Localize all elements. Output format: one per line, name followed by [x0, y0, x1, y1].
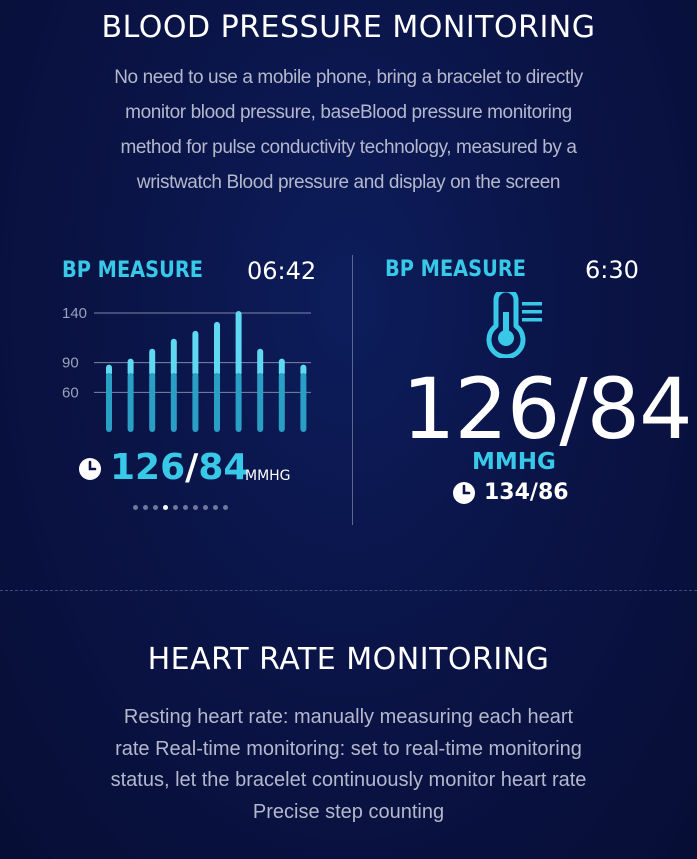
bp-bar — [214, 321, 220, 432]
bp-bar-chart: 140 90 60 — [62, 305, 311, 432]
clock-icon — [453, 482, 475, 504]
page-indicator — [133, 505, 228, 510]
section-divider — [0, 590, 697, 591]
bp-bar — [257, 348, 264, 432]
page-dot — [163, 505, 168, 510]
left-bp-measure-label: BP MEASURE — [62, 258, 203, 283]
bp-bar — [170, 338, 177, 432]
bp-bar — [106, 364, 112, 432]
bp-bar — [300, 364, 307, 432]
bp-bar — [149, 348, 156, 432]
y-tick-label: 140 — [62, 305, 87, 322]
left-unit-label: MMHG — [245, 468, 291, 484]
hr-desc-line: Resting heart rate: manually measuring e… — [123, 706, 574, 728]
page-dot — [213, 505, 218, 510]
thermometer-icon — [486, 292, 542, 358]
right-bp-measure-label: BP MEASURE — [385, 257, 526, 282]
page-dot — [143, 505, 148, 510]
right-time: 6:30 — [585, 256, 639, 284]
reading-slash: / — [185, 447, 199, 488]
bp-section-description: No need to use a mobile phone, bring a b… — [80, 60, 617, 200]
left-time: 06:42 — [247, 257, 317, 285]
bp-desc-line: method for pulse conductivity technology… — [120, 137, 577, 158]
left-bp-reading: 126/84 — [110, 447, 248, 488]
left-systolic-value: 126 — [110, 447, 186, 488]
hr-desc-line: status, let the bracelet continuously mo… — [110, 769, 587, 791]
previous-reading: 134/86 — [484, 480, 569, 505]
left-diastolic-value: 84 — [198, 447, 249, 488]
right-bp-reading: 126/84 — [402, 360, 693, 458]
bp-desc-line: No need to use a mobile phone, bring a b… — [114, 67, 583, 88]
page-dot — [183, 505, 188, 510]
hr-desc-line: Precise step counting — [252, 800, 445, 823]
bp-bar — [192, 330, 199, 432]
y-tick-label: 60 — [62, 384, 79, 401]
bp-bar — [127, 358, 134, 432]
clock-icon — [79, 458, 101, 480]
page-dot — [193, 505, 198, 510]
right-unit-label: MMHG — [472, 449, 556, 475]
page-dot — [173, 505, 178, 510]
page-dot — [223, 505, 228, 510]
bp-desc-line: monitor blood pressure, baseBlood pressu… — [125, 102, 572, 123]
panel-divider — [352, 255, 353, 525]
bp-section-title: BLOOD PRESSURE MONITORING — [101, 10, 596, 45]
y-tick-label: 90 — [62, 355, 79, 372]
hr-desc-line: rate Real-time monitoring: set to real-t… — [115, 737, 582, 760]
hr-section-description: Resting heart rate: manually measuring e… — [60, 702, 637, 828]
page-dot — [153, 505, 158, 510]
bp-bar — [235, 311, 242, 432]
hr-section-title: HEART RATE MONITORING — [147, 642, 550, 677]
page-dot — [203, 505, 208, 510]
bp-desc-line: wristwatch Blood pressure and display on… — [136, 172, 561, 193]
page-dot — [133, 505, 138, 510]
bp-bar — [278, 358, 285, 432]
